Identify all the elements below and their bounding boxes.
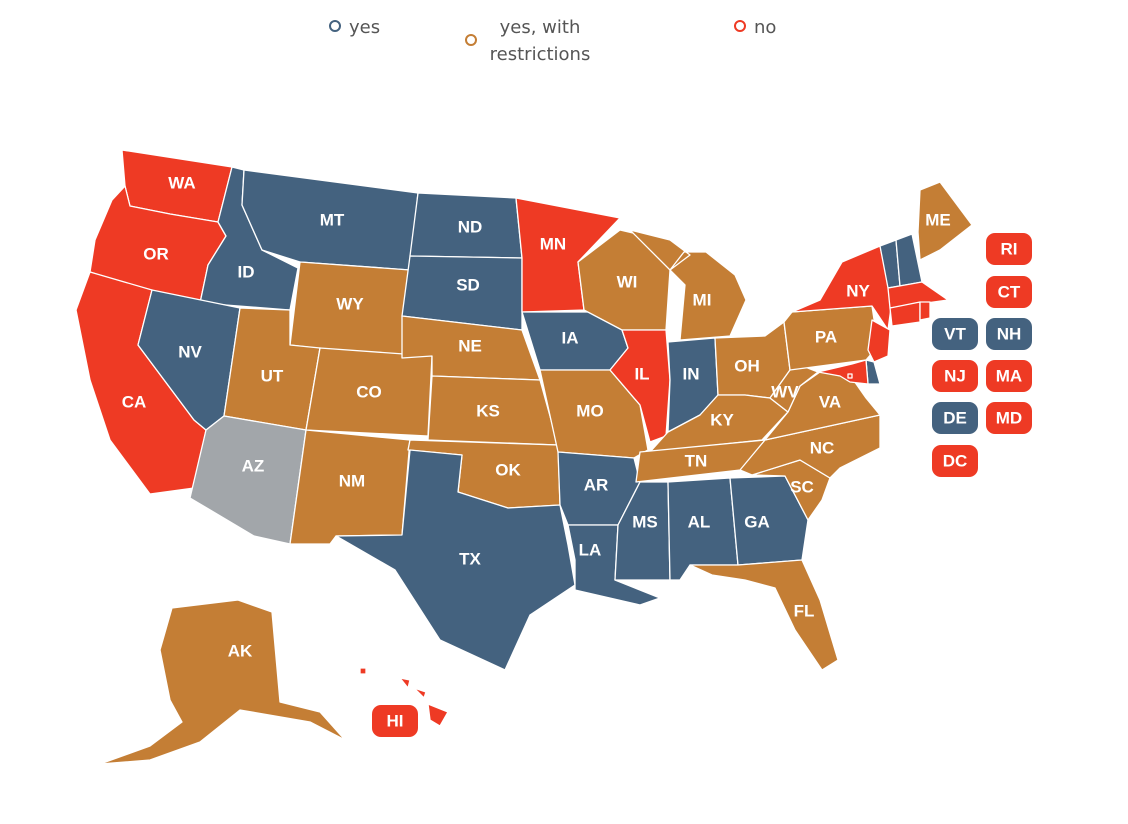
badge-de[interactable]: DE	[932, 402, 978, 434]
badge-ma[interactable]: MA	[986, 360, 1032, 392]
state-label-ca: CA	[122, 392, 147, 411]
state-label-va: VA	[819, 392, 841, 411]
state-label-ok: OK	[495, 460, 521, 479]
legend-label-restricted: yes, with restrictions	[489, 17, 591, 65]
state-label-sd: SD	[456, 275, 480, 294]
state-az[interactable]	[189, 415, 307, 545]
state-label-ky: KY	[710, 410, 734, 429]
badge-label-hi: HI	[387, 711, 404, 730]
state-ri[interactable]	[919, 301, 931, 321]
badge-box-nh	[986, 318, 1032, 350]
state-ct[interactable]	[889, 301, 921, 327]
state-label-wy: WY	[336, 294, 364, 313]
state-label-pa: PA	[815, 327, 837, 346]
legend-dot-no-icon	[734, 20, 746, 32]
badge-nj[interactable]: NJ	[932, 360, 978, 392]
badge-box-ma	[986, 360, 1032, 392]
badge-box-dc	[932, 445, 978, 477]
state-dc[interactable]	[847, 373, 853, 379]
badge-box-md	[986, 402, 1032, 434]
legend-item-yes[interactable]: yes	[329, 14, 380, 41]
state-label-mi: MI	[693, 290, 712, 309]
state-label-ia: IA	[562, 328, 579, 347]
state-label-wi: WI	[617, 272, 638, 291]
state-label-me: ME	[925, 210, 951, 229]
legend-item-no[interactable]: no	[734, 14, 776, 41]
state-label-oh: OH	[734, 356, 760, 375]
state-label-sc: SC	[790, 477, 814, 496]
state-label-al: AL	[688, 512, 711, 531]
state-label-ne: NE	[458, 336, 482, 355]
state-label-tx: TX	[459, 549, 481, 568]
state-label-ny: NY	[846, 281, 870, 300]
state-label-wa: WA	[168, 173, 195, 192]
state-label-ms: MS	[632, 512, 658, 531]
state-label-ak: AK	[228, 641, 253, 660]
state-label-nv: NV	[178, 342, 202, 361]
legend-dot-yes-icon	[329, 20, 341, 32]
state-md[interactable]	[817, 359, 869, 385]
badge-vt[interactable]: VT	[932, 318, 978, 350]
state-label-mn: MN	[540, 234, 566, 253]
state-label-il: IL	[634, 364, 649, 383]
badge-box-ct	[986, 276, 1032, 308]
badge-box-nj	[932, 360, 978, 392]
legend-dot-restricted-icon	[465, 34, 477, 46]
badge-box-vt	[932, 318, 978, 350]
badge-box-hi	[372, 705, 418, 737]
state-label-nm: NM	[339, 471, 365, 490]
state-label-nc: NC	[810, 438, 835, 457]
state-nj[interactable]	[867, 319, 891, 363]
state-mi[interactable]	[629, 229, 747, 341]
state-label-az: AZ	[242, 456, 265, 475]
state-label-la: LA	[579, 540, 602, 559]
map-legend: yes yes, with restrictions no	[0, 14, 1128, 74]
badge-label-md: MD	[996, 408, 1022, 427]
state-label-ga: GA	[744, 512, 770, 531]
state-label-or: OR	[143, 244, 169, 263]
badge-label-ct: CT	[998, 282, 1021, 301]
state-wi[interactable]	[577, 229, 671, 331]
legend-label-yes: yes	[349, 17, 381, 38]
state-label-fl: FL	[794, 601, 815, 620]
state-il[interactable]	[609, 329, 671, 443]
badge-box-ri	[986, 233, 1032, 265]
state-label-mt: MT	[320, 210, 345, 229]
state-label-ar: AR	[584, 475, 609, 494]
state-hi[interactable]	[359, 667, 449, 727]
badge-ri[interactable]: RI	[986, 233, 1032, 265]
state-label-id: ID	[238, 262, 255, 281]
badge-nh[interactable]: NH	[986, 318, 1032, 350]
state-label-in: IN	[683, 364, 700, 383]
state-tx[interactable]	[335, 449, 576, 671]
state-fl[interactable]	[689, 559, 839, 671]
state-label-ks: KS	[476, 401, 500, 420]
badge-dc[interactable]: DC	[932, 445, 978, 477]
badge-label-nh: NH	[997, 324, 1022, 343]
state-label-wv: WV	[771, 382, 799, 401]
badge-box-de	[932, 402, 978, 434]
badge-label-nj: NJ	[944, 366, 966, 385]
badge-label-dc: DC	[943, 451, 968, 470]
state-label-nd: ND	[458, 217, 483, 236]
state-label-co: CO	[356, 382, 382, 401]
badge-ct[interactable]: CT	[986, 276, 1032, 308]
state-label-ut: UT	[261, 366, 284, 385]
badge-label-ri: RI	[1001, 239, 1018, 258]
legend-label-no: no	[754, 17, 777, 38]
state-label-mo: MO	[576, 401, 603, 420]
badge-hi[interactable]: HI	[372, 705, 418, 737]
state-ak[interactable]	[99, 599, 346, 765]
legend-item-restricted[interactable]: yes, with restrictions	[465, 14, 625, 68]
badge-label-ma: MA	[996, 366, 1022, 385]
state-ma[interactable]	[887, 281, 949, 309]
badge-md[interactable]: MD	[986, 402, 1032, 434]
state-me[interactable]	[917, 181, 973, 261]
badge-label-de: DE	[943, 408, 967, 427]
badge-label-vt: VT	[944, 324, 966, 343]
state-label-tn: TN	[685, 451, 708, 470]
